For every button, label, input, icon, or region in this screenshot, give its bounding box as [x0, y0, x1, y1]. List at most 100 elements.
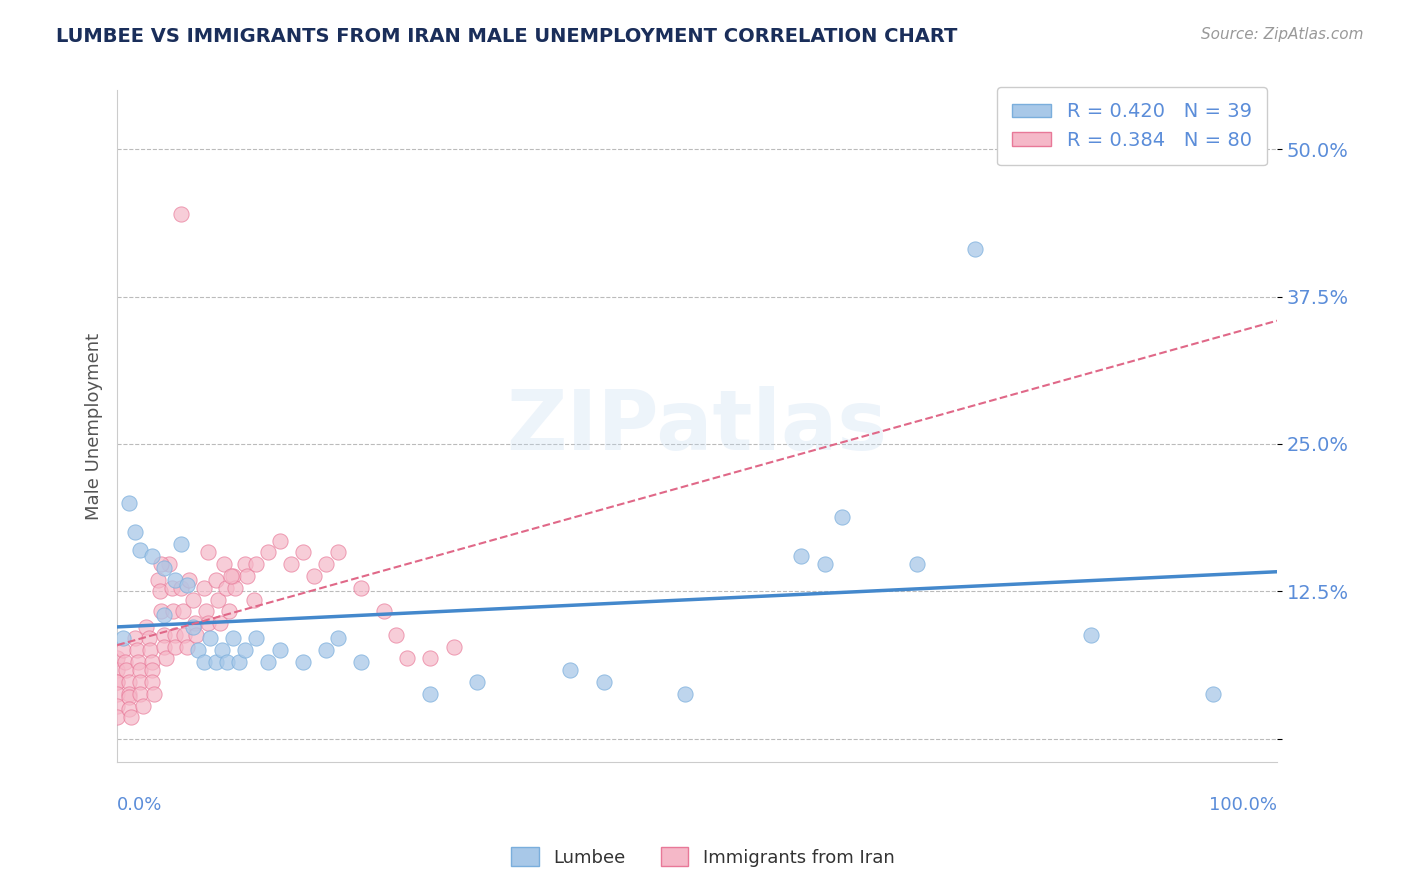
Point — [197, 616, 219, 631]
Point — [198, 632, 221, 646]
Point — [233, 643, 256, 657]
Point — [204, 655, 226, 669]
Point — [150, 604, 173, 618]
Point — [111, 643, 134, 657]
Point — [228, 655, 250, 669]
Point — [127, 655, 149, 669]
Y-axis label: Male Unemployment: Male Unemployment — [86, 333, 103, 520]
Point — [224, 581, 246, 595]
Point — [118, 675, 141, 690]
Point — [160, 581, 183, 595]
Point — [115, 663, 138, 677]
Point — [170, 581, 193, 595]
Point — [675, 687, 697, 701]
Point — [118, 690, 141, 705]
Text: 100.0%: 100.0% — [1209, 796, 1277, 814]
Point — [135, 620, 157, 634]
Legend: Lumbee, Immigrants from Iran: Lumbee, Immigrants from Iran — [505, 840, 901, 874]
Point — [291, 545, 314, 559]
Point — [184, 628, 207, 642]
Point — [419, 687, 441, 701]
Point — [350, 655, 373, 669]
Point — [143, 687, 166, 701]
Point — [245, 558, 267, 572]
Point — [172, 604, 194, 618]
Point — [118, 496, 141, 510]
Point — [138, 632, 160, 646]
Point — [350, 581, 373, 595]
Point — [443, 640, 465, 654]
Point — [105, 710, 128, 724]
Point — [204, 573, 226, 587]
Point — [150, 558, 173, 572]
Point — [129, 543, 152, 558]
Point — [155, 651, 177, 665]
Text: 0.0%: 0.0% — [117, 796, 163, 814]
Point — [129, 687, 152, 701]
Point — [114, 655, 136, 669]
Point — [243, 592, 266, 607]
Point — [129, 675, 152, 690]
Point — [173, 628, 195, 642]
Point — [152, 628, 174, 642]
Point — [207, 592, 229, 607]
Point — [149, 584, 172, 599]
Point — [138, 643, 160, 657]
Point — [419, 651, 441, 665]
Point — [831, 510, 853, 524]
Point — [218, 604, 240, 618]
Point — [181, 592, 204, 607]
Point — [124, 525, 146, 540]
Point — [215, 581, 238, 595]
Legend: R = 0.420   N = 39, R = 0.384   N = 80: R = 0.420 N = 39, R = 0.384 N = 80 — [997, 87, 1267, 166]
Point — [181, 620, 204, 634]
Text: LUMBEE VS IMMIGRANTS FROM IRAN MALE UNEMPLOYMENT CORRELATION CHART: LUMBEE VS IMMIGRANTS FROM IRAN MALE UNEM… — [56, 27, 957, 45]
Point — [197, 545, 219, 559]
Point — [177, 573, 200, 587]
Point — [162, 604, 184, 618]
Point — [211, 643, 233, 657]
Point — [105, 698, 128, 713]
Point — [373, 604, 395, 618]
Point — [315, 643, 337, 657]
Point — [141, 675, 163, 690]
Point — [141, 655, 163, 669]
Point — [165, 640, 187, 654]
Point — [236, 569, 259, 583]
Point — [105, 663, 128, 677]
Point — [118, 687, 141, 701]
Point — [193, 655, 215, 669]
Point — [105, 675, 128, 690]
Point — [558, 663, 581, 677]
Point — [125, 643, 148, 657]
Point — [176, 640, 198, 654]
Point — [965, 243, 987, 257]
Point — [790, 549, 813, 563]
Point — [396, 651, 419, 665]
Point — [195, 604, 218, 618]
Point — [170, 207, 193, 221]
Point — [146, 573, 169, 587]
Point — [219, 569, 242, 583]
Point — [326, 545, 349, 559]
Point — [814, 558, 837, 572]
Point — [152, 560, 174, 574]
Point — [118, 702, 141, 716]
Point — [111, 632, 134, 646]
Point — [141, 549, 163, 563]
Point — [1080, 628, 1102, 642]
Point — [152, 640, 174, 654]
Point — [326, 632, 349, 646]
Point — [193, 581, 215, 595]
Point — [384, 628, 406, 642]
Point — [131, 698, 153, 713]
Point — [269, 643, 291, 657]
Point — [120, 710, 142, 724]
Point — [176, 578, 198, 592]
Point — [105, 675, 128, 690]
Point — [184, 616, 207, 631]
Point — [907, 558, 929, 572]
Point — [129, 663, 152, 677]
Text: ZIPatlas: ZIPatlas — [506, 386, 887, 467]
Point — [124, 632, 146, 646]
